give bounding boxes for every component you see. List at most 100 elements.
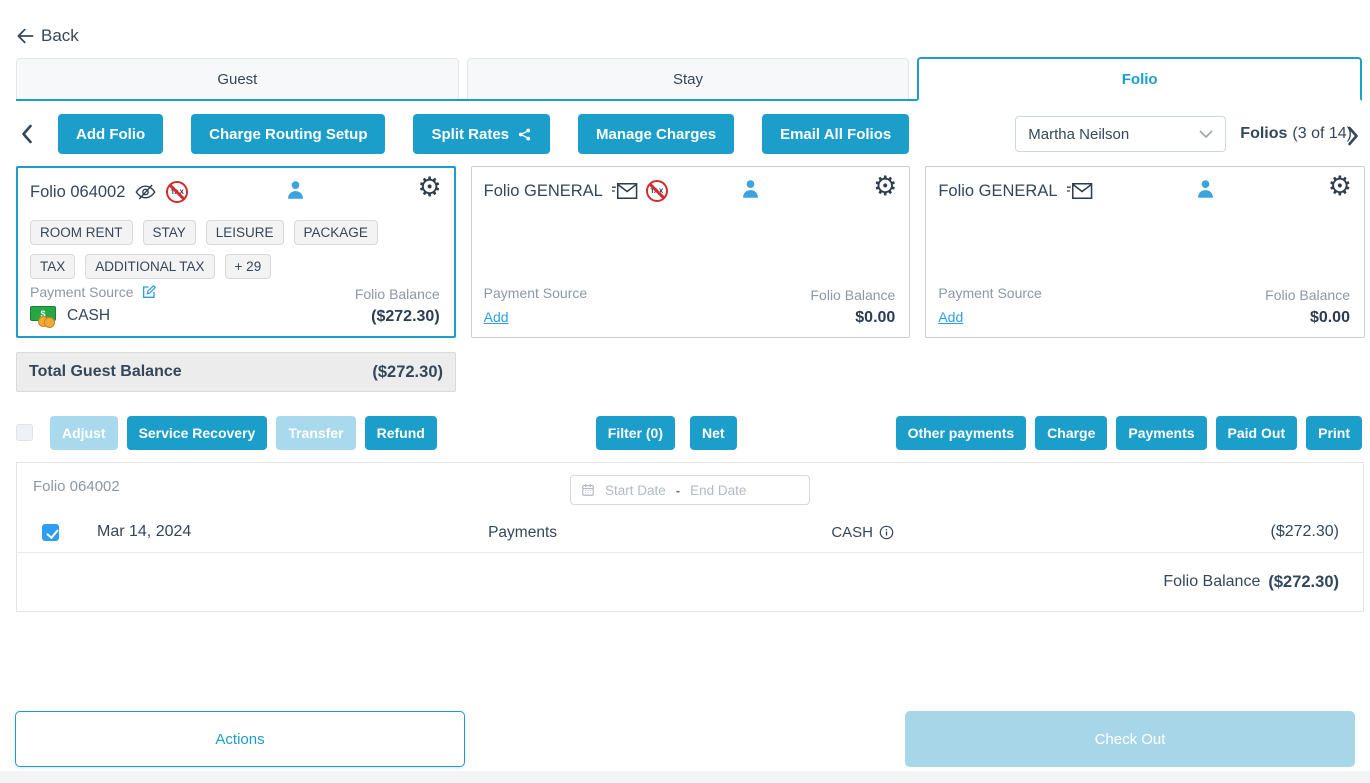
person-icon [1195, 178, 1216, 200]
add-payment-source-link[interactable]: Add [483, 309, 509, 325]
folio-balance-value: $0.00 [855, 309, 896, 326]
share-icon [517, 127, 532, 142]
transactions-panel: Folio 064002 Start Date - End Date Mar 1… [16, 462, 1364, 612]
transaction-actions-row: Adjust Service Recovery Transfer Refund … [16, 415, 1362, 450]
folio-card-general-1[interactable]: Folio GENERAL TAX ⚙ Payment Source Add F… [470, 166, 911, 338]
tab-folio[interactable]: Folio [917, 57, 1363, 101]
folio-card-title: Folio GENERAL [938, 181, 1058, 200]
panel-folio-balance-label: Folio Balance [1163, 573, 1261, 590]
folio-card-general-2[interactable]: Folio GENERAL ⚙ Payment Source Add Folio… [925, 166, 1365, 338]
bottom-strip [0, 771, 1370, 783]
back-link[interactable]: Back [16, 26, 79, 46]
guest-selector-value: Martha Neilson [1028, 125, 1130, 143]
transaction-category: Payments [488, 524, 558, 541]
send-email-icon [1066, 182, 1093, 200]
add-folio-button[interactable]: Add Folio [58, 114, 164, 154]
charge-routing-setup-button[interactable]: Charge Routing Setup [191, 114, 386, 154]
calendar-icon [581, 483, 595, 497]
adjust-button[interactable]: Adjust [50, 415, 118, 450]
filter-button[interactable]: Filter (0) [595, 415, 676, 450]
service-recovery-button[interactable]: Service Recovery [126, 415, 268, 450]
other-payments-button[interactable]: Other payments [895, 415, 1027, 450]
transaction-method: CASH [831, 524, 894, 541]
tab-stay[interactable]: Stay [466, 58, 910, 99]
folio-balance-label: Folio Balance [354, 286, 440, 302]
folios-count: (3 of 14) [1292, 125, 1352, 142]
tag: PACKAGE [293, 220, 378, 245]
manage-charges-button[interactable]: Manage Charges [578, 114, 735, 154]
tag: ADDITIONAL TAX [85, 254, 215, 279]
info-icon[interactable] [879, 525, 894, 540]
folio-balance-label: Folio Balance [810, 287, 896, 303]
transaction-amount: ($272.30) [1270, 523, 1340, 540]
tag: LEISURE [205, 220, 284, 245]
payment-source-label: Payment Source [30, 284, 134, 300]
folios-counter: Folios (3 of 14) [1240, 125, 1352, 143]
panel-folio-label: Folio 064002 [33, 478, 120, 495]
transaction-date: Mar 14, 2024 [97, 523, 192, 540]
payment-source-label: Payment Source [938, 285, 1042, 301]
total-guest-balance-value: ($272.30) [372, 362, 443, 381]
print-button[interactable]: Print [1306, 415, 1362, 450]
tag: TAX [30, 254, 76, 279]
tag-more[interactable]: + 29 [224, 254, 272, 279]
folio-tags: ROOM RENT STAY LEISURE PACKAGE TAX ADDIT… [30, 220, 409, 279]
no-tax-icon: TAX [166, 181, 189, 203]
folio-balance-label: Folio Balance [1265, 287, 1350, 303]
send-email-icon [611, 182, 638, 200]
panel-folio-balance-value: ($272.30) [1268, 572, 1339, 591]
folio-cards: Folio 064002 TAX ⚙ ROOM RENT STAY LEISUR… [16, 166, 1365, 338]
total-guest-balance-label: Total Guest Balance [29, 363, 182, 380]
date-range-separator: - [675, 482, 681, 498]
row-checkbox[interactable] [42, 524, 59, 541]
panel-footer: Folio Balance ($272.30) [17, 553, 1363, 611]
tab-guest[interactable]: Guest [16, 58, 459, 99]
paid-out-button[interactable]: Paid Out [1215, 415, 1298, 450]
total-guest-balance-bar: Total Guest Balance ($272.30) [16, 352, 456, 392]
person-icon [285, 179, 306, 201]
tag: ROOM RENT [30, 220, 133, 245]
actions-button[interactable]: Actions [15, 711, 465, 767]
no-tax-icon: TAX [645, 180, 668, 202]
folio-card-title: Folio GENERAL [483, 181, 603, 200]
transfer-button[interactable]: Transfer [276, 415, 356, 450]
folio-toolbar: Add Folio Charge Routing Setup Split Rat… [0, 114, 1370, 154]
gear-icon[interactable]: ⚙ [417, 172, 442, 202]
folios-label: Folios [1240, 125, 1288, 142]
split-rates-label: Split Rates [431, 125, 510, 143]
back-label: Back [41, 26, 79, 45]
eye-off-icon [133, 182, 158, 202]
net-button[interactable]: Net [690, 415, 737, 450]
start-date-input[interactable]: Start Date [605, 482, 666, 498]
select-all-checkbox[interactable] [16, 424, 33, 441]
end-date-input[interactable]: End Date [690, 482, 747, 498]
edit-payment-icon[interactable] [141, 284, 157, 300]
check-out-button[interactable]: Check Out [905, 711, 1355, 767]
gear-icon[interactable]: ⚙ [873, 171, 898, 201]
folio-balance-value: ($272.30) [371, 308, 440, 325]
guest-selector[interactable]: Martha Neilson [1015, 116, 1227, 152]
cash-icon: $ [30, 306, 57, 328]
payment-method-value: CASH [67, 307, 111, 324]
chevron-down-icon [1199, 129, 1213, 139]
tab-bar: Guest Stay Folio [16, 57, 1363, 101]
folio-balance-value: $0.00 [1309, 309, 1350, 326]
refund-button[interactable]: Refund [364, 415, 437, 450]
add-payment-source-link[interactable]: Add [938, 309, 964, 325]
payment-source-label: Payment Source [483, 285, 588, 301]
payments-button[interactable]: Payments [1116, 415, 1207, 450]
date-range-picker[interactable]: Start Date - End Date [570, 475, 810, 505]
folio-card-title: Folio 064002 [30, 182, 126, 201]
email-all-folios-button[interactable]: Email All Folios [762, 114, 910, 154]
next-folios-chevron[interactable] [1347, 126, 1360, 146]
tag: STAY [142, 220, 196, 245]
gear-icon[interactable]: ⚙ [1327, 171, 1352, 201]
folio-card-064002[interactable]: Folio 064002 TAX ⚙ ROOM RENT STAY LEISUR… [16, 166, 456, 338]
charge-button[interactable]: Charge [1035, 415, 1108, 450]
transaction-row[interactable]: Mar 14, 2024 Payments CASH ($272.30) [17, 513, 1363, 553]
prev-folios-chevron[interactable] [20, 124, 33, 144]
split-rates-button[interactable]: Split Rates [413, 114, 551, 154]
back-arrow-icon [16, 28, 35, 44]
person-icon [740, 178, 761, 200]
